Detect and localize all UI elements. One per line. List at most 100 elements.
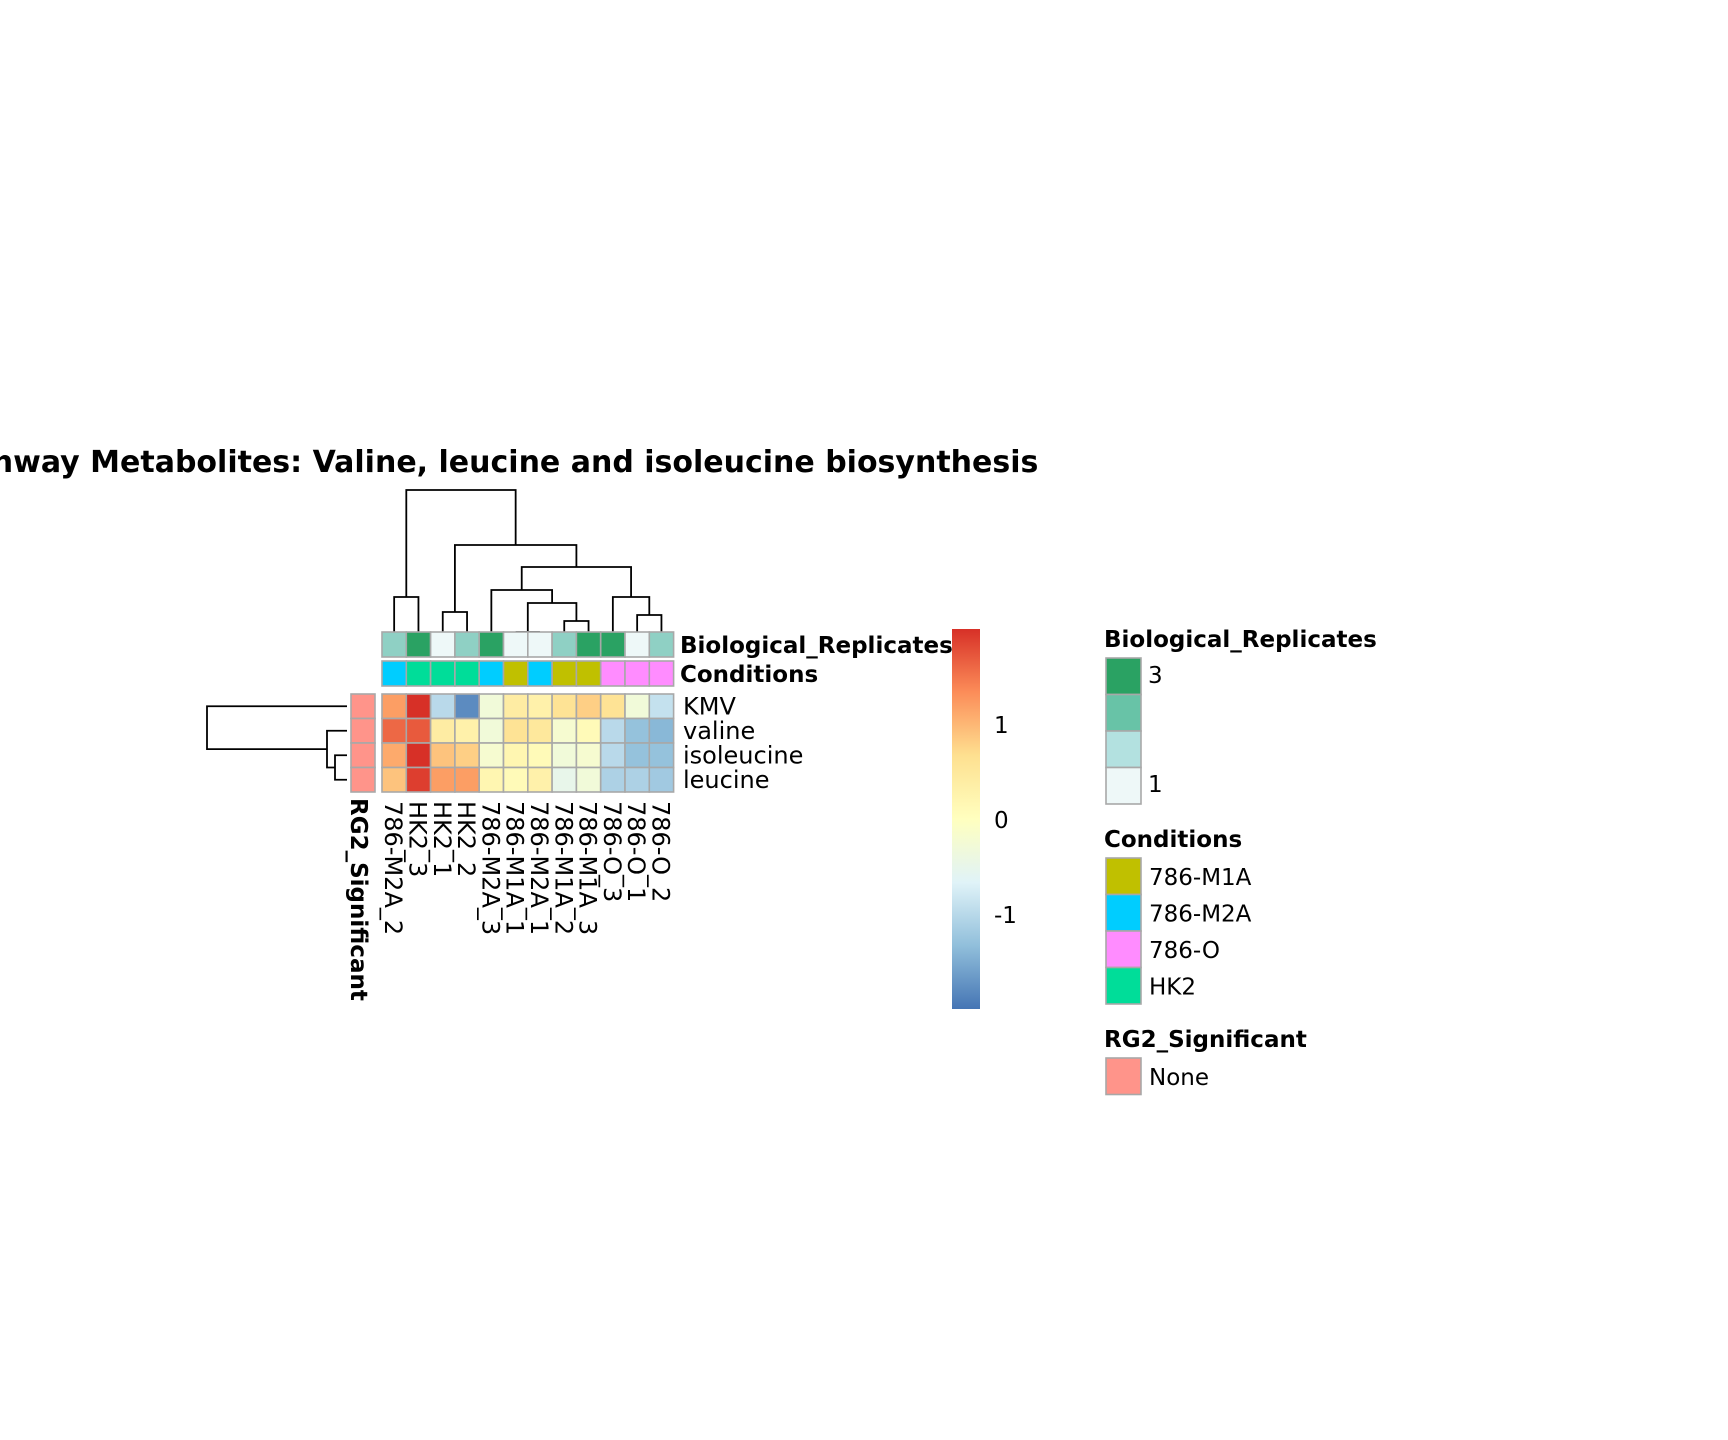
replicate-annotation-cell: [624, 631, 651, 658]
heatmap-cell: [648, 766, 675, 793]
heatmap-cell: [429, 693, 456, 720]
significance-legend: None: [1105, 1057, 1209, 1096]
heatmap-cell: [526, 742, 553, 769]
condition-annotation-cell: [599, 660, 626, 687]
column-label: 786-M1A_2: [549, 801, 577, 935]
conditions-annotation-track: [381, 660, 675, 687]
significance-legend-label: None: [1149, 1065, 1209, 1091]
conditions-legend-label: 786-O: [1149, 938, 1220, 964]
replicates-legend-swatch: [1105, 657, 1142, 696]
replicates-legend: [1105, 657, 1142, 805]
condition-annotation-cell: [454, 660, 480, 687]
condition-annotation-cell: [526, 660, 553, 687]
column-label: 786-M1A_3: [574, 801, 602, 935]
colorbar-tick-label: 0: [994, 808, 1009, 834]
column-label: 786-M2A_2: [379, 801, 407, 935]
condition-annotation-cell: [502, 660, 529, 687]
heatmap-cell: [599, 742, 626, 769]
dendrogram-branch: [441, 611, 468, 632]
condition-annotation-cell: [381, 660, 408, 687]
dendrogram-branch: [206, 705, 347, 751]
dendrogram-branch: [490, 589, 553, 632]
dendrogram-branch: [405, 489, 517, 597]
conditions-legend-swatch: [1105, 930, 1142, 969]
conditions-legend-label: 786-M1A: [1149, 865, 1252, 891]
condition-annotation-cell: [648, 660, 675, 687]
condition-annotation-cell: [405, 660, 432, 687]
colorbar: [952, 629, 980, 1009]
heatmap-cell: [575, 717, 602, 744]
heatmap-cell: [429, 766, 456, 793]
dendrogram-branch: [520, 566, 632, 597]
heatmap-cell: [502, 717, 529, 744]
condition-annotation-cell: [478, 660, 505, 687]
column-label: HK2_1: [428, 801, 456, 877]
row-label: valine: [683, 717, 755, 745]
replicate-annotation-cell: [551, 631, 578, 658]
conditions-legend-swatch: [1105, 857, 1142, 896]
significance-axis-label: RG2_Significant: [345, 798, 371, 1001]
heatmap-cell: [405, 693, 432, 720]
significance-annotation-cell: [350, 766, 376, 793]
heatmap-cell: [575, 742, 602, 769]
replicate-annotation-cell: [599, 631, 626, 658]
conditions-legend-label: HK2: [1149, 975, 1196, 1001]
column-label: 786-O_1: [622, 801, 650, 902]
replicates-legend-top-label: 3: [1148, 663, 1163, 689]
conditions-legend-title: Conditions: [1104, 827, 1242, 853]
heatmap-cell: [648, 717, 675, 744]
heatmap-cell: [454, 766, 480, 793]
replicate-annotation-cell: [502, 631, 529, 658]
colorbar-tick-label: 1: [994, 713, 1009, 739]
replicates-legend-title: Biological_Replicates: [1104, 627, 1377, 653]
condition-annotation-cell: [551, 660, 578, 687]
row-label: KMV: [683, 692, 736, 720]
significance-annotation-cell: [350, 693, 376, 720]
replicates-track-label: Biological_Replicates: [680, 633, 953, 659]
heatmap-cell: [454, 742, 480, 769]
heatmap-cell: [478, 693, 505, 720]
column-label: 786-O_2: [646, 801, 674, 902]
dendrogram-branch: [563, 620, 590, 632]
dendrogram-branch: [393, 596, 420, 632]
heatmap-cell: [405, 766, 432, 793]
heatmap-cell: [648, 693, 675, 720]
replicates-legend-swatch: [1105, 730, 1142, 769]
heatmap-cell: [526, 717, 553, 744]
column-labels: 786-M2A_2HK2_3HK2_1HK2_2786-M2A_3786-M1A…: [379, 801, 674, 935]
column-label: 786-O_3: [598, 801, 626, 902]
heatmap-cell: [526, 693, 553, 720]
dendrogram-branch: [326, 729, 347, 769]
heatmap-cell: [624, 766, 651, 793]
heatmap-cell: [551, 717, 578, 744]
heatmap-cell: [381, 693, 408, 720]
heatmap-cell: [405, 742, 432, 769]
dendrogram-branch: [453, 544, 578, 612]
condition-annotation-cell: [575, 660, 602, 687]
replicate-annotation-cell: [454, 631, 480, 658]
condition-annotation-cell: [624, 660, 651, 687]
replicate-annotation-cell: [648, 631, 675, 658]
heatmap-cell: [454, 693, 480, 720]
significance-legend-title: RG2_Significant: [1104, 1027, 1307, 1053]
replicate-annotation-cell: [429, 631, 456, 658]
heatmap-cell: [502, 766, 529, 793]
heatmap-cell: [624, 693, 651, 720]
chart-title: Pathway Metabolites: Valine, leucine and…: [0, 445, 1038, 480]
column-dendrogram: [393, 489, 663, 633]
replicates-annotation-track: [381, 631, 675, 658]
replicate-annotation-cell: [405, 631, 432, 658]
heatmap-cell: [599, 766, 626, 793]
conditions-legend-label: 786-M2A: [1149, 902, 1252, 928]
heatmap-cells: [381, 693, 675, 793]
dendrogram-branch: [334, 754, 347, 781]
heatmap-cell: [551, 766, 578, 793]
replicates-legend-swatch: [1105, 766, 1142, 805]
dendrogram-branch: [636, 614, 663, 632]
heatmap-cell: [381, 766, 408, 793]
heatmap-cell: [381, 717, 408, 744]
column-label: HK2_2: [452, 801, 480, 877]
heatmap-cell: [429, 717, 456, 744]
